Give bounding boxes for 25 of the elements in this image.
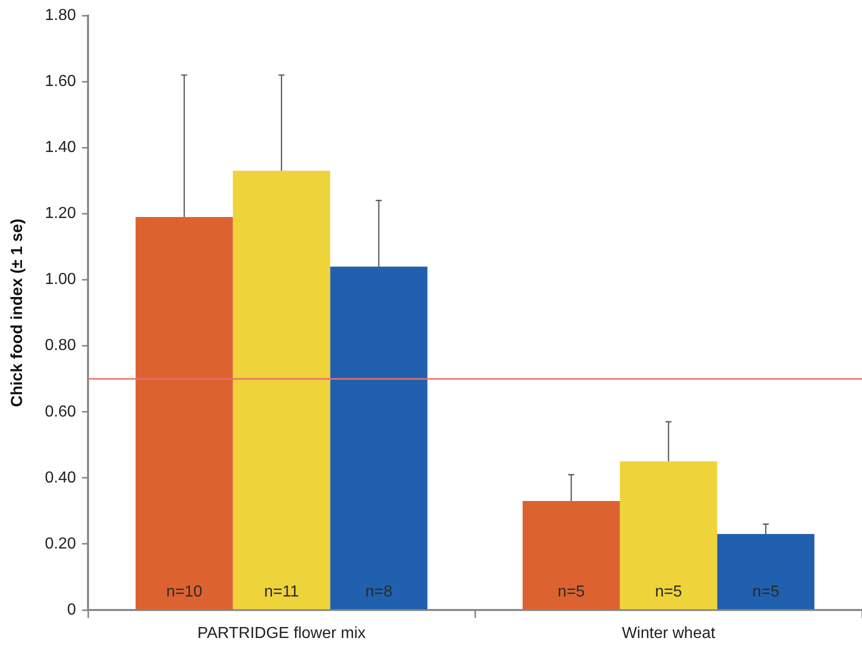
bar	[330, 266, 428, 610]
bar	[136, 217, 233, 610]
y-tick-label: 0.60	[44, 403, 76, 420]
y-tick-label: 0.20	[44, 535, 76, 552]
annotation: n=5	[654, 584, 682, 601]
bar	[717, 534, 814, 610]
annotation: n=5	[752, 584, 780, 601]
bar	[620, 461, 718, 610]
annotation: n=11	[264, 584, 300, 601]
y-tick-label: 0.40	[44, 469, 76, 486]
annotation: n=10	[166, 584, 202, 601]
y-tick-label: 1.60	[44, 73, 76, 90]
y-tick-label: 0	[67, 601, 76, 618]
x-tick-label: PARTRIDGE flower mix	[197, 625, 366, 642]
y-axis-title: Chick food index (± 1 se)	[9, 218, 26, 407]
y-tick-label: 1.40	[44, 139, 76, 156]
annotation: n=5	[558, 584, 585, 601]
y-tick-label: 1.80	[44, 7, 76, 24]
annotation: n=8	[365, 584, 392, 601]
bar	[522, 501, 620, 610]
bar	[232, 170, 330, 610]
y-tick-label: 0.80	[44, 337, 76, 354]
x-tick-label: Winter wheat	[622, 625, 716, 642]
y-tick-label: 1.20	[44, 205, 76, 222]
y-tick-label: 1.00	[44, 271, 76, 288]
